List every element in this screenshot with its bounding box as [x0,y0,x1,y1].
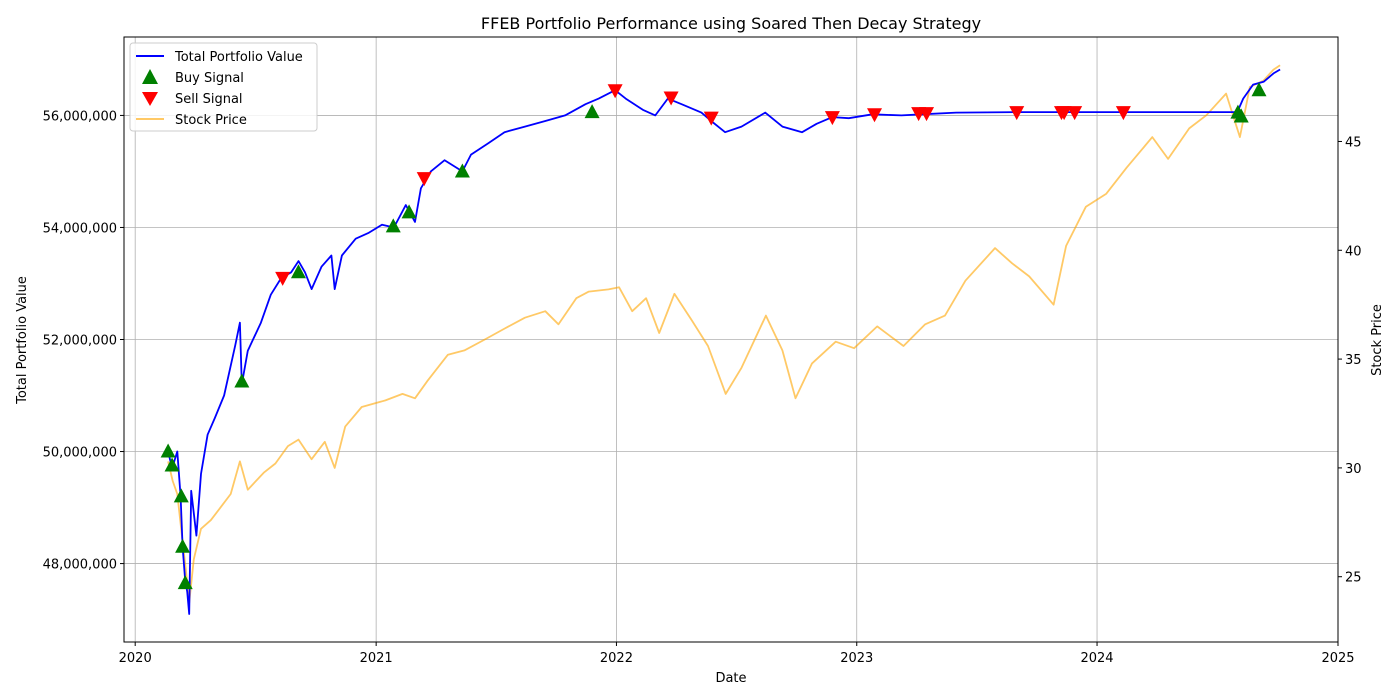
legend: Total Portfolio Value Buy Signal Sell Si… [129,42,318,132]
y-tick-label-right: 35 [1345,353,1362,368]
legend-buy-label: Buy Signal [175,71,244,86]
x-tick-label: 2022 [600,651,633,666]
buy-signal-marker [584,104,600,119]
sell-signal-marker [867,108,883,123]
legend-box [129,42,318,132]
y-tick-label-left: 48,000,000 [43,558,117,573]
sell-signal-marker [607,84,623,99]
buy-signal-marker [385,218,401,233]
legend-portfolio-label: Total Portfolio Value [174,50,303,65]
sell-signal-marker [1115,106,1131,121]
sell-signal-marker [703,111,719,126]
x-tick-label: 2021 [360,651,393,666]
buy-signal-marker [1233,108,1249,123]
buy-signal-marker [177,575,193,590]
chart-title: FFEB Portfolio Performance using Soared … [481,14,981,33]
sell-signal-marker [1067,106,1083,121]
y-axis-label-right: Stock Price [1370,304,1385,376]
y-tick-label-left: 52,000,000 [43,334,117,349]
y-tick-label-left: 50,000,000 [43,446,117,461]
x-tick-label: 2024 [1080,651,1113,666]
buy-signal-marker [160,443,176,458]
sell-signal-marker [919,107,935,122]
sell-signal-marker [416,172,432,187]
sell-signal-marker [663,91,679,106]
y-tick-label-left: 54,000,000 [43,221,117,236]
axis-layer: 2020 2021 2022 2023 2024 2025 48,000,000 50,000… [43,109,1362,666]
buy-signal-marker [290,264,306,279]
x-axis-label: Date [715,671,746,686]
legend-sell-swatch [142,92,158,106]
y-tick-label-right: 30 [1345,462,1362,477]
x-tick-label: 2023 [840,651,873,666]
buy-signal-marker [401,204,417,219]
y-tick-label-right: 25 [1345,571,1362,586]
legend-stock-label: Stock Price [175,113,247,128]
sell-signal-marker [1009,106,1025,121]
buy-signal-marker [164,457,180,472]
x-tick-label: 2020 [119,651,152,666]
y-tick-label-left: 56,000,000 [43,109,117,124]
sell-signal-marker [275,271,291,286]
sell-signal-marker [1056,106,1072,121]
buy-signal-marker [234,373,250,388]
y-axis-label-left: Total Portfolio Value [15,276,30,405]
sell-signal-marker [824,111,840,126]
data-layer [160,64,1281,615]
series-line-stock-price [167,64,1281,604]
grid-layer [124,37,1339,642]
y-tick-label-right: 45 [1345,135,1362,150]
x-tick-label: 2025 [1321,651,1354,666]
legend-sell-label: Sell Signal [175,92,243,107]
y-tick-label-right: 40 [1345,244,1362,259]
buy-signal-marker [454,163,470,178]
legend-buy-swatch [142,69,158,84]
buy-signal-marker [173,488,189,503]
buy-signal-marker [1251,82,1267,97]
buy-signal-marker [175,538,191,553]
